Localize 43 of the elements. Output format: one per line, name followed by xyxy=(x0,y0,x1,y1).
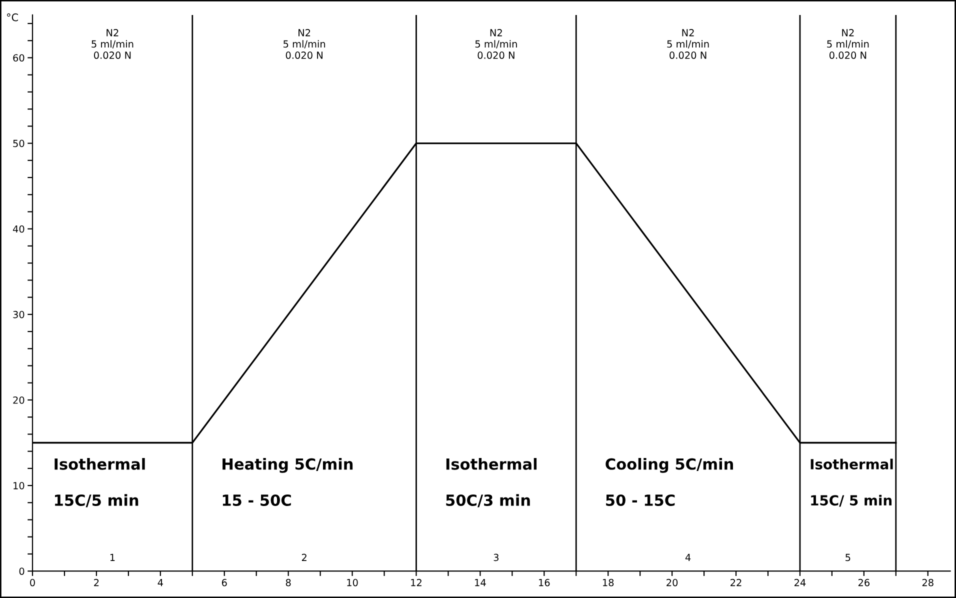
x-tick-label: 24 xyxy=(794,578,806,586)
annotation: N2 5 ml/min 0.020 N xyxy=(827,29,869,59)
x-tick-label: 14 xyxy=(475,579,486,586)
annotation: N2 5 ml/min 0.020 N xyxy=(667,29,709,59)
x-tick-label: 6 xyxy=(222,578,227,586)
annotation: 50 - 15C xyxy=(606,494,675,506)
x-tick-label: 28 xyxy=(922,578,934,586)
x-tick-label: 0 xyxy=(30,578,35,586)
y-tick-label: 50 xyxy=(13,140,24,148)
annotation: 50C/3 min xyxy=(446,494,530,508)
annotation: 5 xyxy=(846,554,850,562)
x-tick-label: 22 xyxy=(730,578,742,586)
annotation: 15C/ 5 min xyxy=(811,494,892,507)
annotation: N2 5 ml/min 0.020 N xyxy=(475,29,517,59)
x-tick-label: 20 xyxy=(666,578,678,586)
y-tick-label: 10 xyxy=(14,482,24,490)
annotation: 1 xyxy=(110,554,115,561)
x-tick-label: 8 xyxy=(286,578,291,586)
annotation: 3 xyxy=(494,554,498,562)
annotation: 15 - 50C xyxy=(222,494,291,506)
annotation: Heating 5C/min xyxy=(222,458,353,473)
y-tick-label: 20 xyxy=(13,396,24,404)
y-tick-label: 60 xyxy=(13,54,24,62)
annotation: Isothermal xyxy=(54,458,145,470)
y-tick-label: 0 xyxy=(19,568,24,575)
x-tick-label: 18 xyxy=(602,578,614,586)
x-tick-label: 26 xyxy=(858,578,870,586)
annotation: Cooling 5C/min xyxy=(606,458,733,473)
y-tick-label: 40 xyxy=(12,225,24,233)
annotation: Isothermal xyxy=(446,458,537,470)
x-tick-label: 10 xyxy=(347,578,358,586)
annotation: 4 xyxy=(685,554,691,561)
annotation: Isothermal xyxy=(810,458,893,470)
x-tick-label: 16 xyxy=(539,578,550,586)
annotation: N2 5 ml/min 0.020 N xyxy=(284,29,326,59)
x-tick-label: 2 xyxy=(94,578,99,586)
y-tick-label: 30 xyxy=(13,310,24,318)
annotation: 15C/5 min xyxy=(55,494,138,508)
x-tick-label: 4 xyxy=(158,579,163,586)
annotation: N2 5 ml/min 0.020 N xyxy=(92,29,134,59)
x-tick-label: 12 xyxy=(411,578,422,586)
annotation: 2 xyxy=(302,554,306,561)
y-axis-title: °C xyxy=(7,13,18,22)
